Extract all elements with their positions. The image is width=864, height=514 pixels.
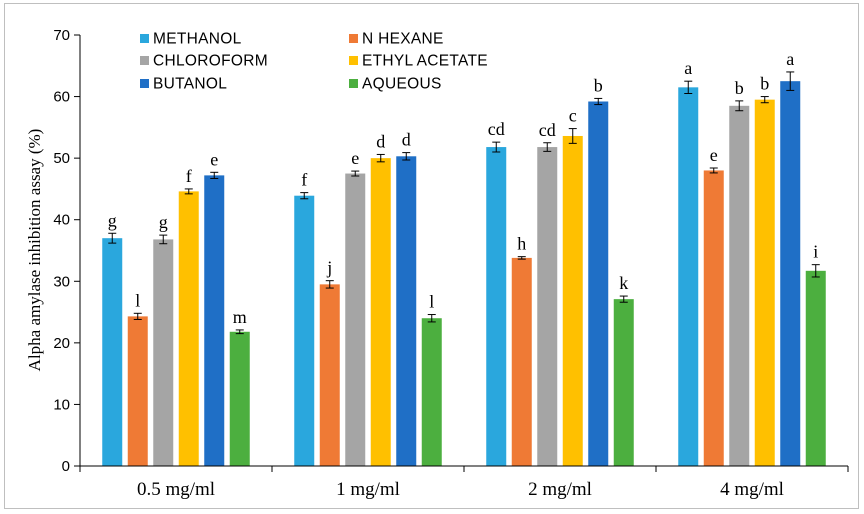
legend-label: N HEXANE — [362, 31, 444, 48]
significance-label: a — [786, 49, 794, 69]
bar — [178, 191, 199, 467]
legend-swatch — [140, 34, 149, 43]
significance-label: i — [813, 242, 818, 262]
significance-label: b — [760, 74, 769, 94]
legend-swatch — [140, 56, 149, 65]
legend-swatch — [349, 34, 358, 43]
bar — [319, 284, 340, 466]
bar — [613, 299, 634, 466]
significance-label: d — [402, 130, 411, 150]
bar — [537, 147, 558, 466]
x-category-label: 2 mg/ml — [528, 479, 592, 500]
legend-label: ETHYL ACETATE — [362, 53, 488, 70]
x-category-label: 1 mg/ml — [336, 479, 400, 500]
legend-label: CHLOROFORM — [153, 53, 268, 70]
significance-label: f — [301, 170, 307, 190]
bar — [370, 158, 391, 466]
significance-label: e — [710, 145, 718, 165]
bar — [780, 81, 801, 466]
y-tick-label: 70 — [53, 27, 70, 44]
significance-label: b — [594, 75, 603, 95]
bar — [729, 105, 750, 467]
legend-label: METHANOL — [153, 31, 242, 48]
significance-label: e — [351, 148, 359, 168]
significance-label: e — [210, 149, 218, 169]
x-category-label: 4 mg/ml — [720, 479, 784, 500]
y-axis: 0 10 20 30 40 50 60 70 — [53, 27, 81, 475]
bar — [703, 170, 724, 466]
bar — [511, 257, 532, 466]
significance-label: c — [569, 106, 577, 126]
bar — [588, 101, 609, 467]
bar — [294, 195, 315, 467]
legend-swatch — [349, 79, 358, 88]
bar — [754, 99, 775, 467]
significance-label: a — [684, 58, 692, 78]
significance-label: d — [376, 131, 385, 151]
legend: METHANOL N HEXANE CHLOROFORM ETHYL ACETATE B… — [140, 31, 488, 93]
significance-label: f — [186, 166, 192, 186]
significance-label: cd — [488, 119, 505, 139]
y-tick-label: 50 — [53, 150, 70, 167]
y-tick-label: 20 — [53, 335, 70, 352]
significance-label: l — [135, 290, 140, 310]
y-tick-label: 0 — [62, 458, 70, 475]
bar — [345, 173, 366, 467]
significance-label: k — [619, 273, 628, 293]
significance-label: h — [517, 234, 526, 254]
bar — [421, 318, 442, 466]
y-tick-label: 40 — [53, 212, 70, 229]
bar — [562, 135, 583, 466]
y-axis-label: Alpha amylase inhibition assay (%) — [25, 129, 44, 372]
x-category-label: 0.5 mg/ml — [137, 479, 215, 500]
significance-label: b — [735, 78, 744, 98]
bar — [229, 331, 250, 466]
bar — [153, 239, 174, 466]
bar — [204, 175, 225, 466]
significance-label: l — [429, 292, 434, 312]
legend-label: BUTANOL — [153, 76, 227, 93]
significance-label: cd — [539, 120, 556, 140]
legend-swatch — [349, 56, 358, 65]
bar — [678, 87, 699, 466]
significance-label: j — [326, 258, 332, 278]
significance-label: m — [233, 307, 247, 327]
y-tick-label: 60 — [53, 89, 70, 106]
y-tick-label: 10 — [53, 396, 70, 413]
legend-swatch — [140, 79, 149, 88]
y-tick-label: 30 — [53, 273, 70, 290]
bar — [486, 147, 507, 466]
bar — [396, 156, 417, 466]
bar — [805, 270, 826, 466]
x-axis: 0.5 mg/ml 1 mg/ml 2 mg/ml 4 mg/ml — [79, 465, 849, 500]
bar — [102, 238, 123, 466]
bar — [127, 316, 148, 466]
legend-label: AQUEOUS — [362, 76, 442, 93]
significance-label: g — [159, 212, 168, 232]
significance-label: g — [108, 210, 117, 230]
